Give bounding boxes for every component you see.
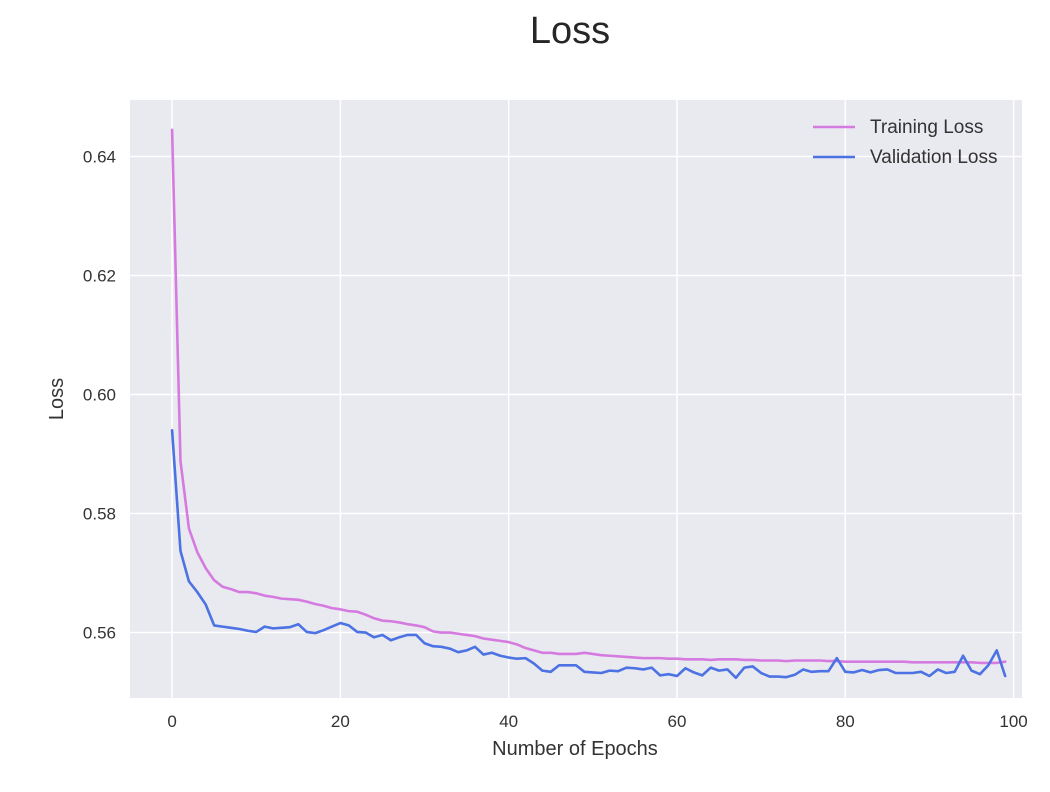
y-tick-label: 0.60 bbox=[83, 386, 116, 405]
y-axis-ticks: 0.56 0.58 0.60 0.62 0.64 bbox=[83, 148, 116, 643]
x-axis-label: Number of Epochs bbox=[492, 738, 658, 760]
y-tick-label: 0.56 bbox=[83, 624, 116, 643]
series-line-validation-loss bbox=[170, 428, 1007, 680]
x-tick-label: 60 bbox=[668, 712, 687, 731]
x-tick-label: 80 bbox=[836, 712, 855, 731]
x-tick-label: 40 bbox=[499, 712, 518, 731]
legend: Training Loss Validation Loss bbox=[813, 117, 997, 168]
series-line-training-loss bbox=[170, 128, 1007, 665]
gridlines bbox=[130, 100, 1022, 698]
series-layer bbox=[170, 128, 1007, 680]
x-tick-label: 0 bbox=[167, 712, 176, 731]
y-tick-label: 0.58 bbox=[83, 505, 116, 524]
y-tick-label: 0.64 bbox=[83, 148, 116, 167]
y-tick-label: 0.62 bbox=[83, 267, 116, 286]
x-axis-ticks: 0 20 40 60 80 100 bbox=[167, 712, 1027, 731]
chart-title: Loss bbox=[530, 10, 610, 52]
y-axis-label: Loss bbox=[46, 378, 68, 420]
x-tick-label: 100 bbox=[999, 712, 1027, 731]
legend-label: Training Loss bbox=[870, 117, 983, 138]
x-tick-label: 20 bbox=[331, 712, 350, 731]
legend-label: Validation Loss bbox=[870, 147, 997, 168]
plot-area bbox=[130, 100, 1022, 698]
